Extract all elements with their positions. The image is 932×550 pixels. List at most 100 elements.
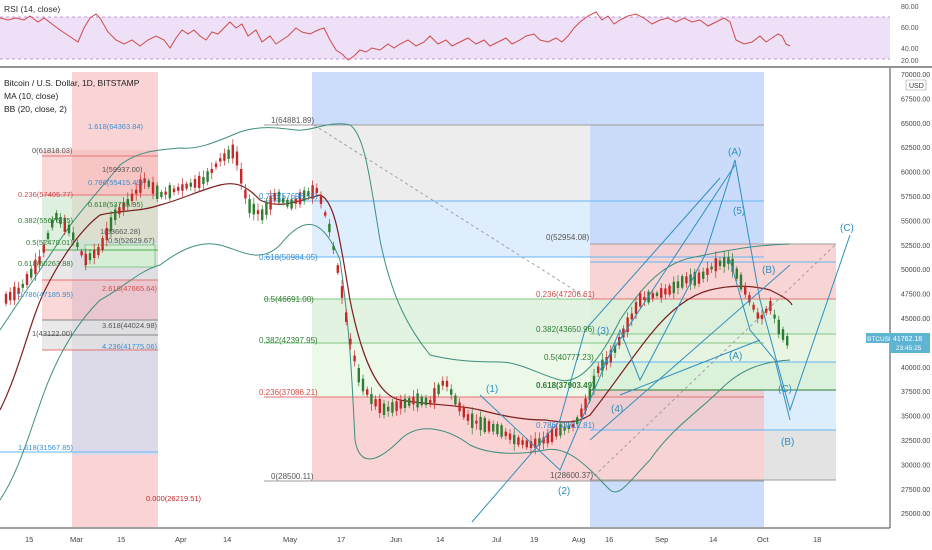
candle-body <box>315 187 318 193</box>
candle-body <box>655 292 659 296</box>
candle-body <box>130 193 134 201</box>
fib-label: 3.618(44024.98) <box>102 321 158 330</box>
candle-body <box>227 149 230 159</box>
candle-body <box>168 185 171 199</box>
candle-body <box>424 397 428 406</box>
price-tick: 60000.00 <box>901 170 930 177</box>
wave-lines[interactable] <box>471 159 851 523</box>
candle-body <box>172 188 176 193</box>
fib-label: 1(53662.28) <box>100 227 141 236</box>
candle-body <box>777 319 780 335</box>
candle-body <box>563 426 566 431</box>
candle-body <box>277 191 281 203</box>
fib-drawings[interactable] <box>0 72 836 527</box>
candle-body <box>189 182 192 187</box>
candle-body <box>269 195 272 210</box>
candle-body <box>458 402 461 412</box>
candle-body <box>664 288 667 295</box>
candle-body <box>303 190 306 201</box>
candle-body <box>702 271 705 279</box>
candle-body <box>151 182 155 194</box>
wave-label: (C) <box>778 384 792 395</box>
price-tick: 52500.00 <box>901 243 930 250</box>
candle-body <box>496 424 499 435</box>
candle-body <box>101 237 104 250</box>
bollinger-bands <box>0 123 791 501</box>
time-tick: 14 <box>436 535 444 544</box>
candle-body <box>420 396 423 406</box>
time-axis[interactable]: 15 Mar 15 Apr 14 May 17 Jun 14 Jul 19 Aug 16 Sep 14 Oct… <box>0 527 932 550</box>
fib-label: 0.618(50984.05) <box>259 253 318 262</box>
candle-body <box>651 293 654 299</box>
candle-body <box>597 366 600 374</box>
candle-body <box>30 268 33 278</box>
price-tick: 25000.00 <box>901 511 930 518</box>
candle-body <box>357 368 360 383</box>
fib-label: 0.5(46691.00) <box>264 295 314 304</box>
fib-labels: 1(64881.89) 0.786(57696.55) 0.618(50984.… <box>259 116 595 481</box>
candle-body <box>408 398 411 406</box>
candle-body <box>97 246 100 256</box>
candle-body <box>584 398 587 411</box>
candle-body <box>630 313 633 320</box>
candle-body <box>471 413 474 428</box>
time-tick: 16 <box>605 535 613 544</box>
candle-body <box>609 350 612 363</box>
price-axis[interactable]: USD 70000.00 67500.00 65000.00 62500.00 6000… <box>889 68 932 528</box>
price-tick: 32500.00 <box>901 438 930 445</box>
candle-body <box>437 384 440 395</box>
candle-body <box>214 163 218 168</box>
fib-label: 1(28600.37) <box>550 471 593 480</box>
candle-body <box>298 192 302 205</box>
candle-body <box>525 440 528 448</box>
chart-legend: Bitcoin / U.S. Dollar, 1D, BITSTAMP MA (… <box>4 78 140 114</box>
candle-body <box>235 151 239 166</box>
candle-body <box>374 399 377 407</box>
candle-body <box>139 179 142 193</box>
candle-body <box>429 399 432 404</box>
rsi-tick: 60.00 <box>901 25 919 32</box>
fib-level-lines <box>42 124 837 482</box>
candle-body <box>416 393 419 408</box>
candle-body <box>668 285 671 295</box>
price-tick: 30000.00 <box>901 462 930 469</box>
candle-body <box>59 216 62 225</box>
candle-body <box>517 437 520 445</box>
candle-body <box>42 244 45 253</box>
last-price-tag: BTCUSD 41762.18 23:45:25 <box>866 333 930 353</box>
candle-body <box>731 258 734 272</box>
candle-body <box>273 193 276 201</box>
candle-body <box>613 345 617 353</box>
candle-body <box>462 407 465 418</box>
candle-body <box>143 178 146 183</box>
candle-body <box>290 199 293 209</box>
fib-label: 1(59937.00) <box>102 165 143 174</box>
fib-label: 0.618(53735.95) <box>88 200 144 209</box>
candle-body <box>744 286 747 295</box>
currency-badge[interactable] <box>905 79 927 91</box>
time-tick: 14 <box>223 535 231 544</box>
wave-label: (2) <box>558 486 570 497</box>
rsi-band <box>0 17 890 59</box>
candle-body <box>660 288 663 298</box>
candle-body <box>445 380 449 387</box>
wave-label: (B) <box>781 437 794 448</box>
fib-label: 0.786(33812.81) <box>536 421 595 430</box>
candle-body <box>542 437 545 444</box>
candle-body <box>80 251 83 256</box>
candle-body <box>332 245 335 251</box>
candle-body <box>282 197 285 203</box>
candle-body <box>160 192 163 198</box>
candle-body <box>366 389 369 395</box>
wave-label: (3) <box>597 326 609 337</box>
candle-body <box>693 271 696 286</box>
ma-legend: MA (10, close) <box>4 91 58 101</box>
candle-body <box>433 388 436 403</box>
rsi-tick: 80.00 <box>901 4 919 11</box>
candle-body <box>378 398 381 414</box>
candle-body <box>441 380 444 386</box>
candle-body <box>88 253 92 261</box>
candle-body <box>177 187 180 191</box>
candle-body <box>500 425 503 437</box>
